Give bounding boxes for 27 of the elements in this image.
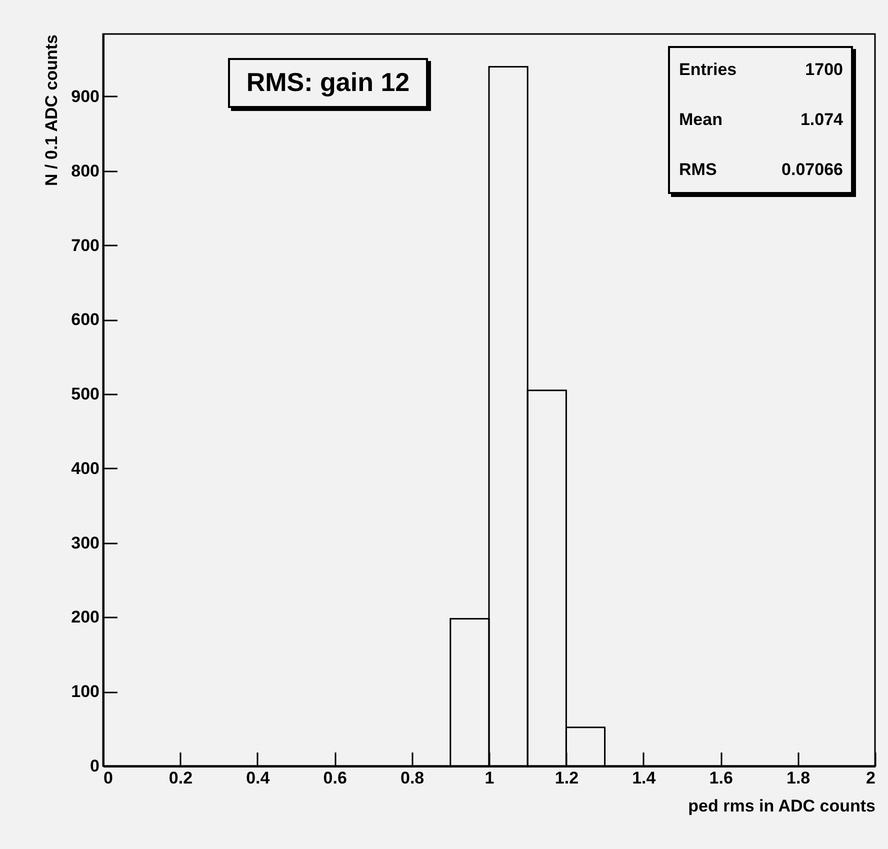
x-tick-label: 0.8 <box>400 768 424 788</box>
x-tick-label: 1.8 <box>786 768 810 788</box>
y-tick-label: 800 <box>71 161 100 180</box>
y-tick-label: 600 <box>71 310 100 330</box>
y-tick-label: 300 <box>71 533 100 552</box>
y-tick-label: 200 <box>71 608 100 627</box>
x-tick-label: 0.6 <box>323 768 347 788</box>
x-tick-label: 1.6 <box>709 768 733 788</box>
text: RMS 0.07066 <box>679 160 843 179</box>
y-tick-label: 100 <box>71 682 100 702</box>
x-tick-label: 0 <box>104 768 113 788</box>
x-axis-title: ped rms in ADC counts <box>688 796 876 816</box>
text: Entries 1700 <box>679 60 843 79</box>
text: Mean 1.074 <box>679 110 843 129</box>
y-tick-label: 0 <box>90 756 100 776</box>
x-tick-label: 1 <box>484 768 494 788</box>
y-tick-label: 400 <box>71 458 100 478</box>
x-tick-label: 0.4 <box>246 768 270 788</box>
x-tick-label: 1.2 <box>554 768 579 788</box>
x-tick-label: 1.4 <box>632 768 656 788</box>
y-tick-label: 700 <box>71 236 100 255</box>
x-tick-label: 0.2 <box>168 768 193 788</box>
x-tick-label: 2 <box>866 768 876 788</box>
y-tick-label: 500 <box>71 384 100 404</box>
y-tick-label: 900 <box>71 86 100 106</box>
text: RMS: gain 12 <box>246 67 410 97</box>
y-axis-title: N / 0.1 ADC counts <box>42 34 62 186</box>
